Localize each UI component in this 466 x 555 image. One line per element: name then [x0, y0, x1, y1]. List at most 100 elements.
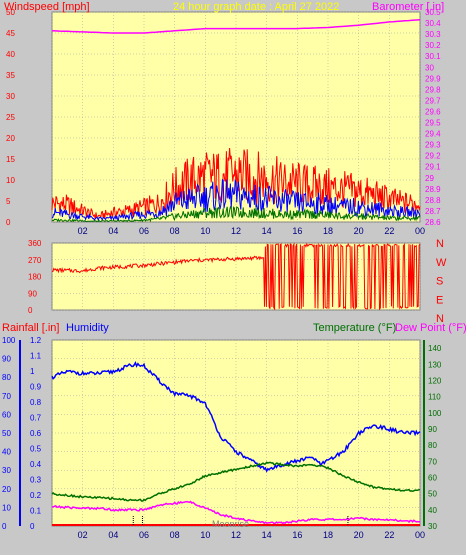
barometer-tick-label: 29.3	[425, 141, 441, 150]
windspeed-tick-label: 0	[6, 218, 11, 227]
compass-label: E	[436, 294, 443, 306]
dewpoint-axis-label: Dew Point (°F)	[395, 322, 466, 334]
direction-series	[51, 242, 421, 311]
moonrise-annotation: Moonrise	[212, 519, 249, 529]
humidity-line	[51, 361, 421, 473]
barometer-tick-label: 28.8	[425, 196, 441, 205]
rainfall-tick-label: 0.8	[30, 398, 42, 407]
humidity-tick-label: 70	[2, 392, 11, 401]
rainfall-tick-label: 1	[30, 367, 35, 376]
rainfall-axis-label: Rainfall [.in]	[2, 322, 59, 334]
x-tick-label: 04	[108, 530, 118, 540]
compass-label: N	[436, 313, 444, 325]
barometer-line	[51, 18, 421, 34]
x-tick-label: 06	[139, 530, 149, 540]
barometer-tick-label: 29.8	[425, 85, 441, 94]
barometer-tick-label: 29.7	[425, 96, 441, 105]
direction-tick-label: 180	[28, 273, 42, 282]
direction-tick-label: 360	[28, 239, 42, 248]
x-tick-label: 10	[200, 226, 210, 236]
rainfall-tick-label: 0.5	[30, 445, 42, 454]
windspeed-tick-label: 15	[6, 155, 15, 164]
x-tick-label: 20	[354, 530, 364, 540]
humidity-tick-label: 0	[2, 522, 7, 531]
barometer-tick-label: 29.4	[425, 130, 441, 139]
windspeed-tick-label: 45	[6, 29, 15, 38]
direction-tick-label: 270	[28, 256, 42, 265]
barometer-tick-label: 30.2	[425, 41, 441, 50]
barometer-tick-label: 29	[425, 174, 434, 183]
direction-tick-label: 0	[28, 306, 33, 315]
temperature-panel: 010203040506070809010000.10.20.30.40.50.…	[2, 322, 466, 540]
x-tick-label: 18	[323, 226, 333, 236]
temperature-tick-label: 40	[428, 506, 437, 515]
windspeed-tick-label: 20	[6, 134, 15, 143]
rainfall-tick-label: 0.7	[30, 414, 42, 423]
barometer-tick-label: 29.9	[425, 74, 441, 83]
wind-ticks: 0 5 10 15 20 25 30 35 40 45 50 28.6 28.7 28.8 28.9 29 29…	[6, 8, 441, 236]
humidity-tick-label: 80	[2, 373, 11, 382]
x-tick-label: 20	[354, 226, 364, 236]
x-tick-label: 02	[78, 530, 88, 540]
rainfall-tick-label: 0.2	[30, 491, 42, 500]
rainfall-tick-label: 1.1	[30, 352, 42, 361]
x-tick-label: 12	[231, 226, 241, 236]
x-tick-label: 14	[262, 530, 272, 540]
humidity-tick-label: 20	[2, 485, 11, 494]
humidity-tick-label: 60	[2, 410, 11, 419]
humidity-tick-label: 40	[2, 448, 11, 457]
x-tick-label: 18	[323, 530, 333, 540]
temperature-tick-label: 130	[428, 360, 442, 369]
x-tick-label: 06	[139, 226, 149, 236]
rainfall-tick-label: 0.1	[30, 507, 42, 516]
humidity-tick-label: 30	[2, 466, 11, 475]
windspeed-tick-label: 30	[6, 92, 15, 101]
temperature-tick-label: 60	[428, 473, 437, 482]
compass-label: S	[436, 276, 443, 288]
temperature-tick-label: 90	[428, 425, 437, 434]
windspeed-line	[51, 205, 421, 223]
barometer-tick-label: 29.5	[425, 119, 441, 128]
windspeed-tick-label: 50	[6, 8, 15, 17]
compass-label: N	[436, 238, 444, 250]
windspeed-tick-label: 25	[6, 113, 15, 122]
compass-label: W	[436, 257, 447, 269]
barometer-tick-label: 28.9	[425, 185, 441, 194]
windspeed-tick-label: 40	[6, 50, 15, 59]
rainfall-tick-label: 0.3	[30, 476, 42, 485]
direction-tick-label: 90	[28, 289, 37, 298]
temperature-tick-label: 140	[428, 344, 442, 353]
barometer-tick-label: 30.4	[425, 19, 441, 28]
x-tick-label: 10	[200, 530, 210, 540]
barometer-tick-label: 28.6	[425, 218, 441, 227]
barometer-tick-label: 29.1	[425, 163, 441, 172]
temperature-tick-label: 120	[428, 376, 442, 385]
windspeed-line	[51, 178, 421, 222]
barometer-tick-label: 28.7	[425, 207, 441, 216]
barometer-tick-label: 29.6	[425, 107, 441, 116]
chart-title: 24 hour graph date : April 27 2022	[173, 1, 339, 13]
wind-panel: 0 5 10 15 20 25 30 35 40 45 50 28.6 28.7 28.8 28.9 29 29…	[4, 1, 444, 236]
barometer-tick-label: 30.3	[425, 30, 441, 39]
barometer-axis-label: Barometer [.in]	[372, 1, 444, 13]
barometer-tick-label: 29.2	[425, 152, 441, 161]
temperature-tick-label: 110	[428, 393, 441, 402]
x-tick-label: 00	[415, 226, 425, 236]
x-tick-label: 16	[292, 226, 302, 236]
x-tick-label: 16	[292, 530, 302, 540]
rainfall-tick-label: 0.9	[30, 383, 42, 392]
barometer-tick-label: 30.5	[425, 8, 441, 17]
windspeed-tick-label: 5	[6, 197, 11, 206]
temperature-tick-label: 50	[428, 490, 437, 499]
humidity-tick-label: 10	[2, 503, 11, 512]
dewpoint-line	[51, 500, 421, 525]
x-tick-label: 08	[170, 226, 180, 236]
wind-series	[51, 18, 421, 223]
barometer-tick-label: 30.1	[425, 52, 441, 61]
rainfall-tick-label: 0	[30, 522, 35, 531]
x-tick-label: 02	[78, 226, 88, 236]
x-tick-label: 04	[108, 226, 118, 236]
